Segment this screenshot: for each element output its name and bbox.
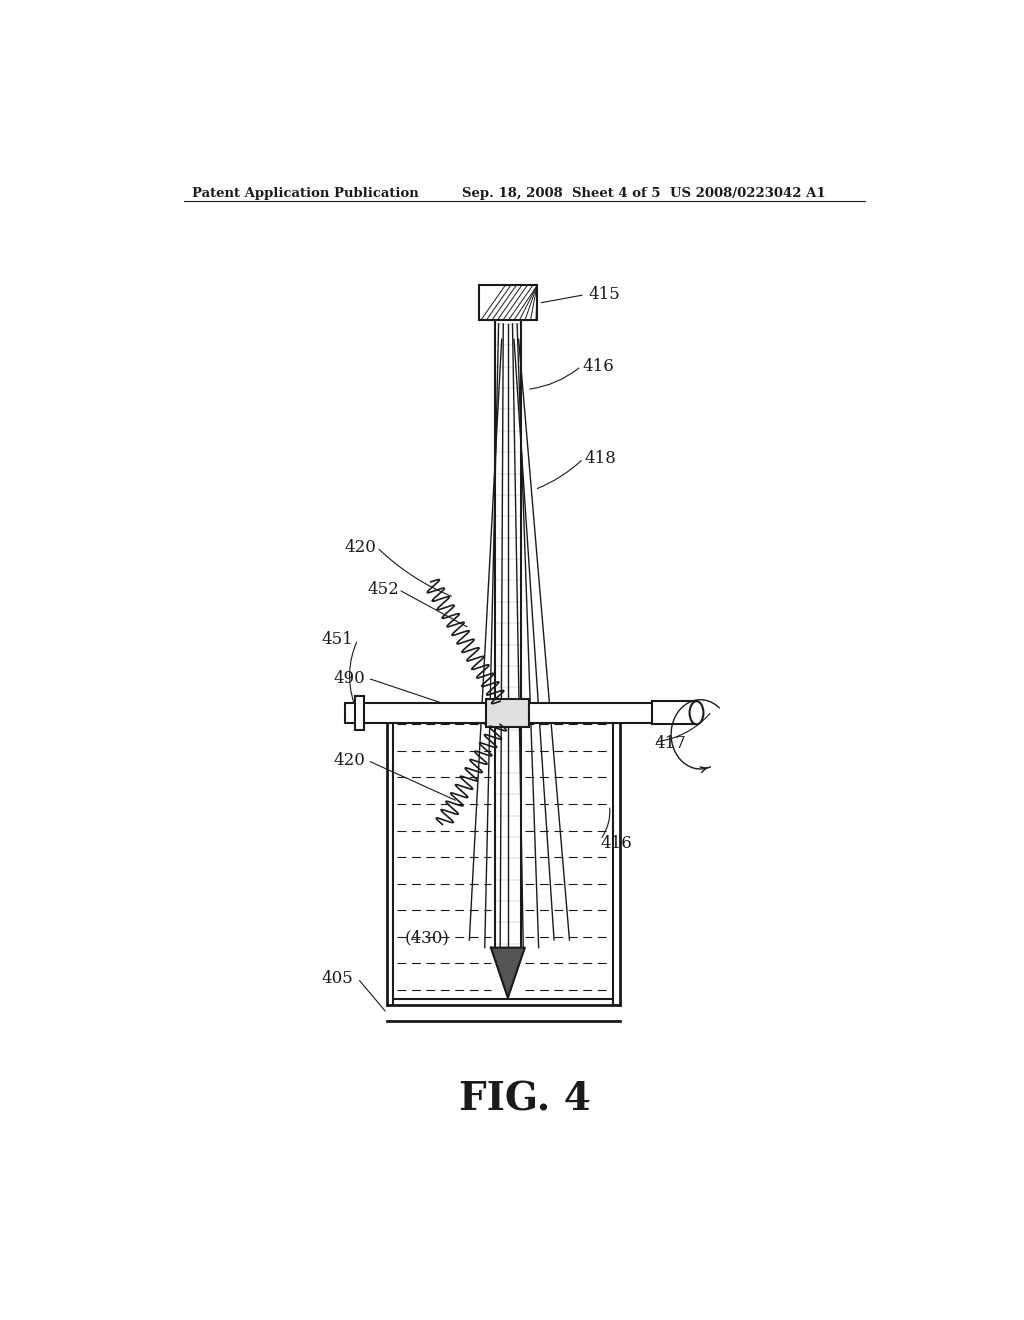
Ellipse shape <box>689 701 703 725</box>
Text: 418: 418 <box>585 450 616 467</box>
Text: 420: 420 <box>345 539 377 556</box>
Bar <box>345 702 674 723</box>
Text: Sep. 18, 2008  Sheet 4 of 5: Sep. 18, 2008 Sheet 4 of 5 <box>462 187 660 199</box>
Text: 416: 416 <box>600 836 632 853</box>
Text: 416: 416 <box>583 358 614 375</box>
Bar <box>486 700 529 726</box>
Polygon shape <box>490 948 524 998</box>
Text: 452: 452 <box>368 581 399 598</box>
Text: 405: 405 <box>322 970 353 987</box>
Bar <box>652 701 696 725</box>
Text: (430): (430) <box>404 929 450 946</box>
Text: 415: 415 <box>589 286 621 304</box>
Bar <box>354 696 364 730</box>
Text: FIG. 4: FIG. 4 <box>459 1080 591 1118</box>
Text: US 2008/0223042 A1: US 2008/0223042 A1 <box>670 187 825 199</box>
Text: Patent Application Publication: Patent Application Publication <box>193 187 419 199</box>
Text: 451: 451 <box>322 631 353 648</box>
Text: 417: 417 <box>654 735 686 752</box>
Bar <box>478 285 538 321</box>
Text: 490: 490 <box>333 669 365 686</box>
Text: 420: 420 <box>333 752 365 770</box>
